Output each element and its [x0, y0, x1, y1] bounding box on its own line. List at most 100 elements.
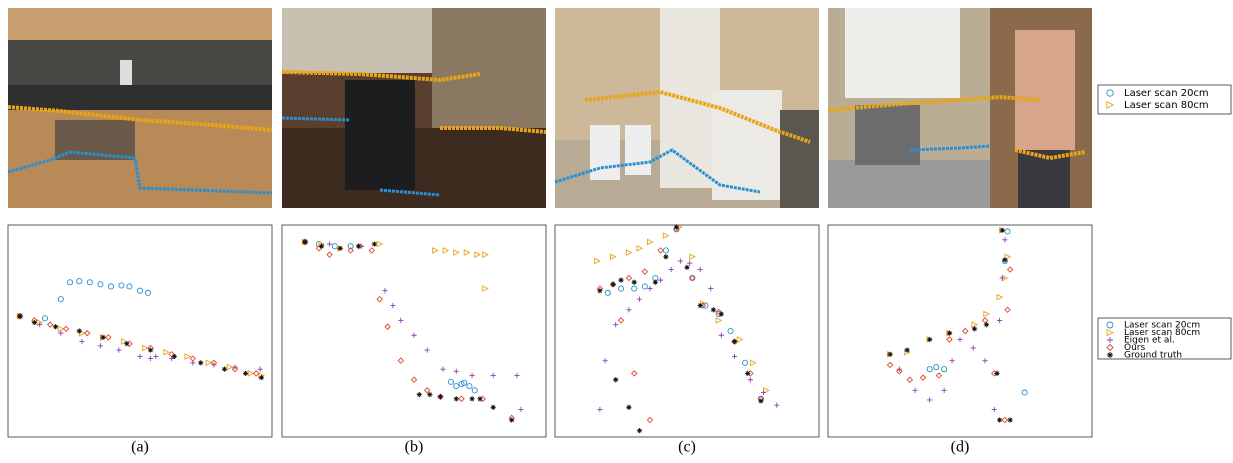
point — [126, 283, 133, 290]
point — [319, 243, 325, 249]
point — [458, 380, 465, 388]
legend-marker — [1107, 337, 1113, 343]
point — [983, 322, 989, 328]
point — [927, 336, 933, 343]
point — [376, 240, 384, 248]
point — [410, 376, 418, 383]
point — [727, 327, 734, 335]
point — [118, 282, 125, 289]
point — [715, 317, 723, 324]
point — [636, 428, 643, 434]
point — [604, 289, 611, 296]
point — [1002, 257, 1008, 263]
point — [689, 274, 696, 282]
point — [1006, 266, 1014, 273]
caption: (a) — [131, 439, 149, 456]
point — [184, 353, 192, 360]
point — [62, 325, 70, 333]
legend-label: Eigen et al. — [1124, 336, 1175, 346]
legend-marker — [1106, 321, 1114, 329]
point — [326, 251, 333, 258]
point — [626, 307, 632, 313]
point — [47, 321, 54, 328]
point — [147, 347, 154, 353]
point — [602, 358, 608, 364]
point — [116, 347, 122, 353]
point — [41, 315, 49, 322]
point — [927, 397, 933, 403]
point — [210, 359, 218, 367]
point — [641, 268, 648, 275]
legend-marker — [1106, 343, 1114, 352]
point — [742, 359, 749, 366]
point — [941, 366, 948, 373]
point — [100, 334, 106, 340]
point — [423, 387, 431, 394]
point — [631, 279, 637, 285]
point — [384, 323, 391, 330]
point — [482, 285, 489, 292]
point — [896, 368, 903, 375]
point — [337, 245, 343, 251]
point — [610, 281, 616, 287]
point — [618, 277, 624, 283]
point — [1004, 253, 1012, 261]
point — [617, 285, 625, 292]
point — [461, 379, 468, 386]
point — [427, 392, 433, 398]
point — [715, 308, 722, 316]
point — [147, 355, 154, 362]
point — [474, 251, 481, 259]
legend-label: Ours — [1124, 343, 1145, 353]
point — [168, 351, 175, 358]
point — [736, 336, 744, 343]
legend-marker — [1107, 352, 1113, 358]
point — [453, 368, 459, 374]
point — [906, 376, 914, 383]
point — [999, 275, 1005, 281]
point — [355, 243, 362, 249]
point — [376, 295, 383, 303]
legend-label: Laser scan 80cm — [1124, 328, 1200, 338]
point — [731, 339, 738, 345]
point — [458, 395, 465, 403]
point — [66, 279, 74, 286]
point — [442, 247, 450, 254]
point — [1004, 306, 1011, 314]
point — [971, 326, 978, 332]
point — [886, 361, 894, 369]
point — [904, 347, 910, 353]
point — [86, 279, 93, 286]
point — [949, 358, 955, 364]
point — [1001, 416, 1009, 424]
point — [626, 404, 632, 410]
legend-marker — [1106, 328, 1115, 337]
point — [657, 247, 664, 254]
point — [946, 336, 953, 343]
point — [57, 325, 65, 333]
point — [52, 324, 59, 330]
photo — [7, 8, 273, 208]
point — [941, 387, 947, 393]
point — [971, 321, 979, 328]
point — [37, 322, 43, 328]
point — [471, 387, 478, 394]
point — [687, 260, 693, 266]
point — [997, 317, 1003, 323]
point — [749, 359, 757, 367]
point — [668, 266, 674, 273]
point — [697, 302, 703, 309]
point — [994, 370, 1000, 376]
point — [662, 232, 670, 239]
point — [677, 258, 683, 264]
point — [371, 241, 377, 247]
legend-box — [1097, 84, 1232, 115]
point — [996, 293, 1004, 301]
photo — [281, 8, 547, 208]
point — [397, 357, 405, 364]
point — [760, 389, 767, 396]
point — [331, 243, 338, 250]
legend-marker — [1106, 89, 1114, 97]
point — [58, 330, 64, 336]
point — [390, 302, 396, 309]
